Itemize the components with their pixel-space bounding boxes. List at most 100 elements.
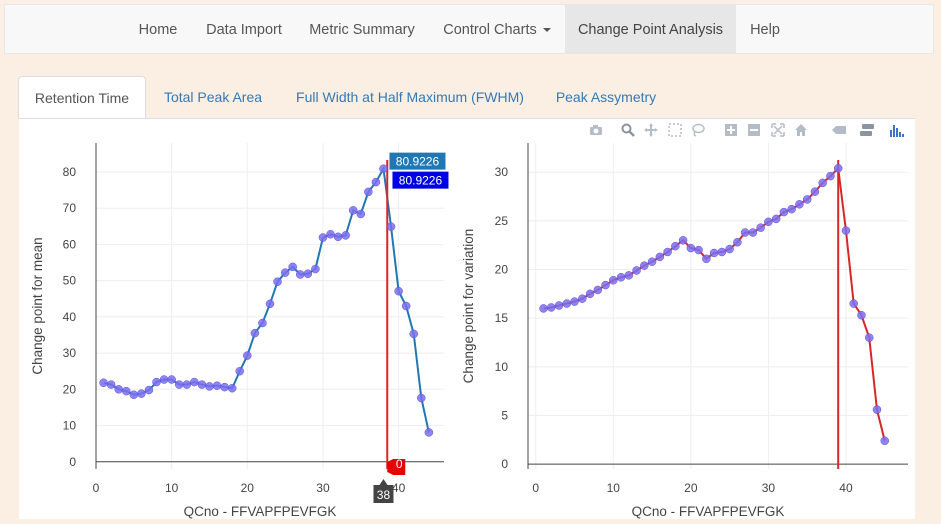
- tab-total-peak-area-label: Total Peak Area: [163, 89, 263, 105]
- y-tick-label: 0: [69, 455, 76, 469]
- y-axis-title: Change point for mean: [30, 237, 45, 374]
- data-point: [616, 273, 626, 282]
- data-point: [311, 264, 320, 274]
- data-point: [818, 178, 827, 188]
- data-point: [258, 318, 267, 328]
- y-tick-label: 40: [63, 310, 77, 324]
- data-point: [585, 289, 595, 299]
- data-point: [371, 177, 381, 187]
- data-point: [632, 266, 641, 275]
- data-point: [401, 301, 411, 311]
- data-point: [694, 245, 703, 255]
- data-point: [318, 233, 328, 242]
- data-point: [663, 247, 672, 257]
- data-point: [197, 380, 207, 389]
- pan-icon[interactable]: [643, 122, 659, 138]
- nav-change-point-analysis[interactable]: Change Point Analysis: [565, 5, 736, 53]
- data-point: [880, 436, 889, 446]
- nav-control-charts[interactable]: Control Charts: [430, 5, 564, 53]
- data-point: [795, 200, 804, 209]
- camera-icon[interactable]: [588, 122, 604, 138]
- data-point: [333, 232, 343, 242]
- zoom-icon[interactable]: [620, 122, 636, 138]
- data-point: [348, 206, 358, 215]
- y-tick-label: 60: [63, 237, 77, 251]
- box-select-icon[interactable]: [667, 122, 683, 138]
- nav-data-import[interactable]: Data Import: [194, 5, 294, 53]
- hover-label-text: 80.9226: [396, 155, 440, 169]
- tab-retention-time-label: Retention Time: [34, 90, 130, 106]
- nav-data-import-label: Data Import: [206, 22, 282, 38]
- zoom-out-icon[interactable]: [746, 122, 762, 138]
- nav-home[interactable]: Home: [126, 5, 190, 53]
- data-point: [227, 383, 237, 393]
- chart-variation: 0 10 20 30 40 0 5 10 15 20 25 30 QCno - FFVAPFPEVFGK…: [461, 143, 908, 519]
- data-point: [771, 214, 781, 224]
- autoscale-icon[interactable]: [770, 122, 786, 138]
- y-tick-label: 20: [63, 382, 77, 396]
- hover-baseline-box: [387, 459, 406, 475]
- x-tick-label: 30: [762, 481, 776, 495]
- data-point: [764, 217, 773, 227]
- data-point: [647, 257, 657, 266]
- data-point: [779, 207, 789, 217]
- y-tick-label: 0: [501, 457, 508, 471]
- data-point: [122, 386, 131, 396]
- tab-fwhm[interactable]: Full Width at Half Maximum (FWHM): [282, 76, 538, 118]
- data-point: [678, 236, 688, 245]
- hover-label-box: [389, 152, 446, 170]
- data-point: [748, 228, 758, 237]
- data-point: [655, 252, 665, 262]
- data-point: [725, 244, 734, 254]
- hover-baseline-text: 0: [396, 457, 403, 471]
- x-tick-label: 20: [241, 481, 255, 495]
- data-point: [250, 328, 260, 338]
- y-tick-label: 50: [63, 274, 77, 288]
- x-tick-label: 40: [839, 481, 853, 495]
- data-point: [182, 380, 192, 389]
- x-axis-title: QCno - FFVAPFPEVFGK: [632, 504, 785, 519]
- data-point: [303, 269, 313, 279]
- data-point: [593, 285, 603, 295]
- data-point: [609, 275, 618, 285]
- tab-divider: [18, 118, 915, 119]
- data-point: [849, 299, 858, 308]
- data-point: [424, 428, 434, 437]
- data-point: [554, 301, 564, 310]
- data-point: [562, 299, 572, 308]
- home-icon[interactable]: [793, 122, 809, 138]
- plotly-logo-icon[interactable]: [888, 122, 904, 138]
- nav-metric-summary[interactable]: Metric Summary: [298, 5, 426, 53]
- y-tick-label: 15: [495, 311, 509, 325]
- data-point: [624, 271, 634, 280]
- nav-help[interactable]: Help: [740, 5, 790, 53]
- y-tick-label: 25: [495, 214, 509, 228]
- hover-x-text: 38: [377, 488, 391, 502]
- hover-label-text: 80.9226: [399, 174, 443, 188]
- nav-help-label: Help: [750, 22, 780, 38]
- data-point: [640, 261, 649, 270]
- data-point: [756, 223, 765, 232]
- data-point: [864, 333, 874, 342]
- zoom-in-icon[interactable]: [723, 122, 739, 138]
- data-point: [802, 195, 812, 204]
- nav-home-label: Home: [138, 22, 178, 38]
- y-tick-label: 70: [63, 201, 77, 215]
- tab-peak-asymmetry[interactable]: Peak Assymetry: [544, 76, 668, 118]
- data-point: [326, 230, 335, 239]
- data-point: [296, 270, 305, 279]
- data-point: [826, 171, 835, 181]
- data-point: [379, 164, 388, 173]
- data-point: [174, 380, 184, 389]
- compare-hover-icon[interactable]: [858, 122, 874, 138]
- lasso-icon[interactable]: [690, 122, 706, 138]
- data-point: [539, 304, 548, 313]
- data-point: [106, 380, 116, 389]
- x-tick-label: 0: [532, 481, 539, 495]
- spike-lines-icon[interactable]: [830, 122, 846, 138]
- data-point: [129, 390, 139, 399]
- tab-retention-time[interactable]: Retention Time: [18, 76, 146, 119]
- data-point: [280, 268, 290, 277]
- tab-total-peak-area[interactable]: Total Peak Area: [150, 76, 276, 118]
- series-line: [543, 166, 886, 442]
